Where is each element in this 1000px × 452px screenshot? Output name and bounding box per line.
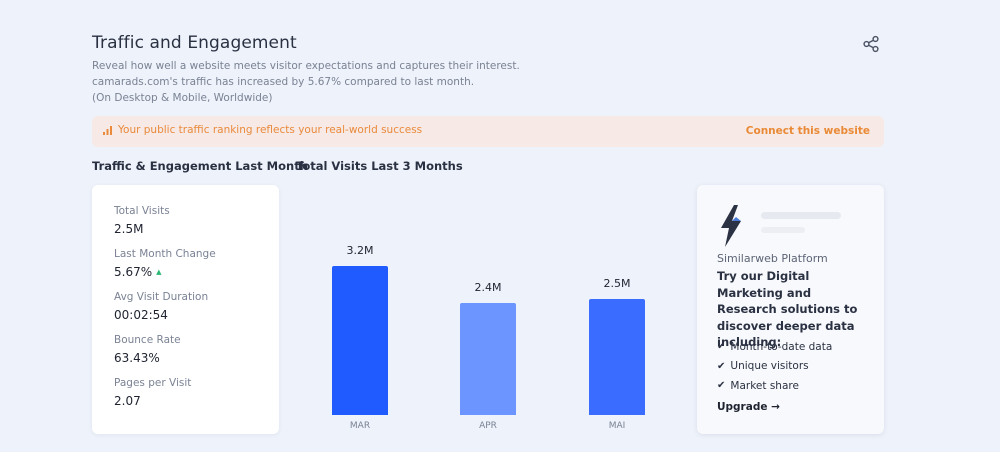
upgrade-link[interactable]: Upgrade → — [717, 401, 780, 413]
chart-bar-apr[interactable] — [460, 303, 516, 415]
stat-last-month-change: Last Month Change 5.67% ▲ — [114, 248, 216, 279]
list-item: ✔ Unique visitors — [717, 357, 832, 377]
section-title-total-visits: Total Visits Last 3 Months — [296, 159, 463, 173]
stat-pages-per-visit: Pages per Visit 2.07 — [114, 377, 191, 408]
feature-label: Month-to-date data — [730, 340, 833, 353]
x-axis-tick-label: APR — [479, 421, 497, 431]
stats-card: Total Visits 2.5M Last Month Change 5.67… — [92, 185, 279, 434]
x-axis-tick-label: MAI — [608, 421, 626, 431]
chart-bar-mar[interactable] — [332, 266, 388, 415]
stat-value: 5.67% — [114, 265, 153, 279]
x-axis-tick-label: MAR — [349, 421, 371, 431]
stat-label: Bounce Rate — [114, 334, 181, 346]
placeholder-line — [761, 227, 805, 233]
feature-label: Unique visitors — [730, 360, 809, 373]
section-title-last-month: Traffic & Engagement Last Month — [92, 159, 308, 173]
list-item: ✔ Month-to-date data — [717, 337, 832, 357]
chart-bar-mai[interactable] — [589, 299, 645, 415]
description-line: camarads.com's traffic has increased by … — [92, 76, 475, 88]
share-icon[interactable] — [862, 35, 880, 53]
lightning-bolt-icon — [721, 205, 741, 247]
check-icon: ✔ — [717, 360, 726, 372]
banner-text: Your public traffic ranking reflects you… — [118, 124, 423, 136]
stat-value: 2.07 — [114, 394, 141, 408]
check-icon: ✔ — [717, 341, 726, 353]
placeholder-line — [761, 212, 841, 219]
check-icon: ✔ — [717, 380, 726, 392]
stat-label: Avg Visit Duration — [114, 291, 209, 303]
total-visits-bar-chart: 3.2M MAR 2.4M APR 2.5M MAI — [296, 185, 686, 440]
stat-bounce-rate: Bounce Rate 63.43% — [114, 334, 181, 365]
ranking-banner: Your public traffic ranking reflects you… — [92, 116, 884, 147]
bar-value-label: 3.2M — [346, 244, 374, 257]
platform-promo-card: Similarweb Platform Try our Digital Mark… — [697, 185, 884, 434]
stat-value: 63.43% — [114, 351, 160, 365]
stat-total-visits: Total Visits 2.5M — [114, 205, 170, 236]
stat-value: 00:02:54 — [114, 308, 168, 322]
trend-up-icon: ▲ — [156, 268, 162, 276]
feature-label: Market share — [730, 379, 799, 392]
description-line: (On Desktop & Mobile, Worldwide) — [92, 92, 273, 104]
bar-value-label: 2.4M — [474, 281, 502, 294]
stat-label: Pages per Visit — [114, 377, 192, 389]
page-description: Reveal how well a website meets visitor … — [92, 58, 520, 106]
stat-avg-visit-duration: Avg Visit Duration 00:02:54 — [114, 291, 208, 322]
promo-brand: Similarweb Platform — [717, 252, 828, 265]
stat-label: Total Visits — [114, 205, 170, 217]
stat-label: Last Month Change — [114, 248, 216, 260]
list-item: ✔ Market share — [717, 376, 832, 396]
description-line: Reveal how well a website meets visitor … — [92, 60, 520, 72]
bar-value-label: 2.5M — [603, 277, 631, 290]
bar-chart-icon — [103, 125, 112, 135]
banner-message: Your public traffic ranking reflects you… — [103, 124, 422, 136]
promo-headline: Try our Digital Marketing and Research s… — [717, 269, 858, 349]
page-title: Traffic and Engagement — [92, 33, 297, 53]
feature-list: ✔ Month-to-date data ✔ Unique visitors ✔… — [717, 337, 832, 396]
stat-value: 2.5M — [114, 222, 144, 236]
connect-website-link[interactable]: Connect this website — [745, 125, 870, 137]
